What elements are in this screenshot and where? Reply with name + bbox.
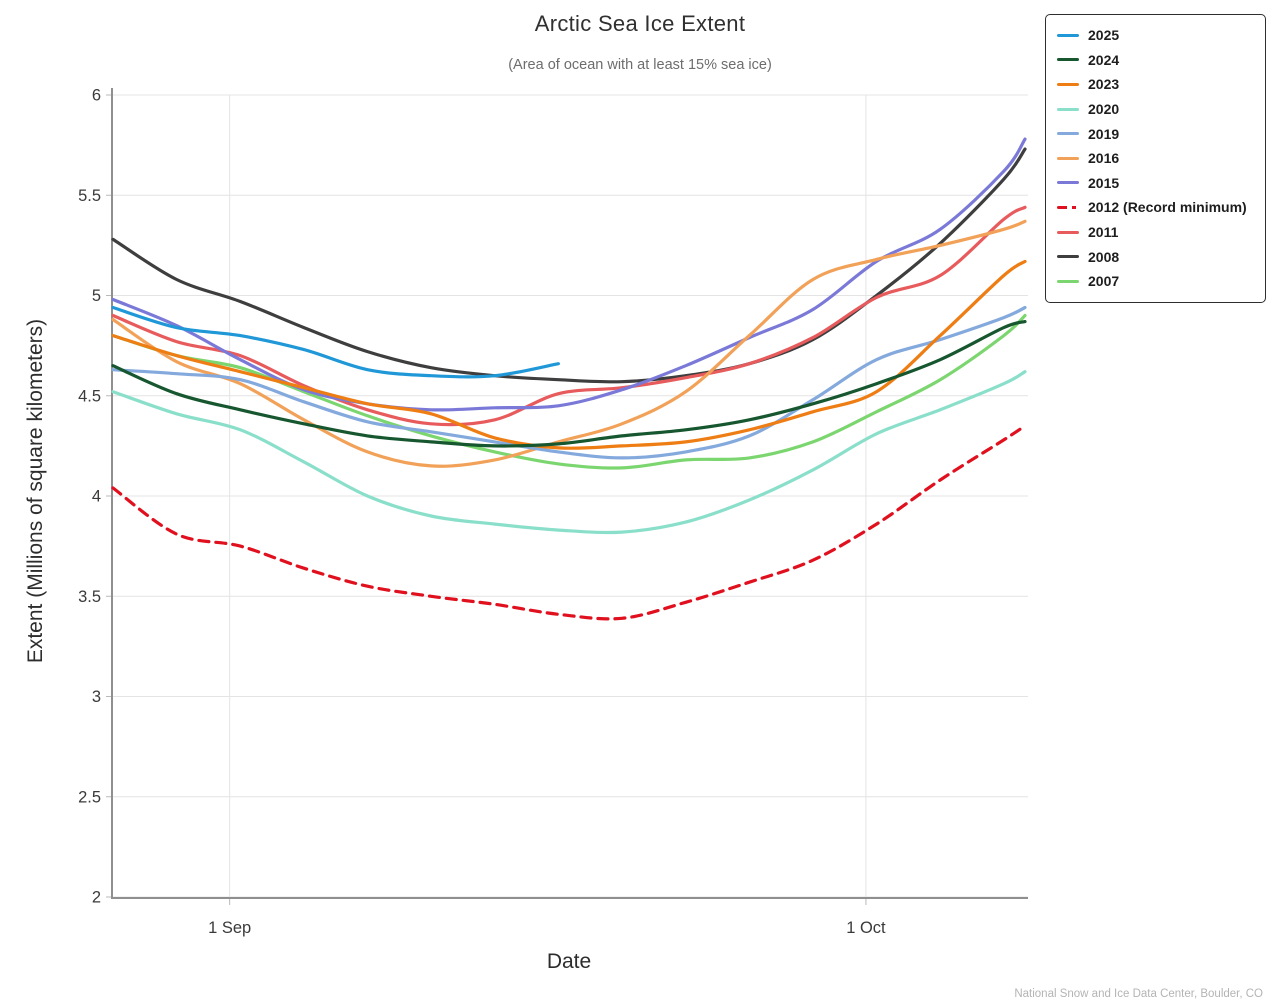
legend-item-2015[interactable]: 2015 — [1057, 171, 1265, 196]
legend-item-2012[interactable]: 2012 (Record minimum) — [1057, 195, 1265, 220]
legend-item-2008[interactable]: 2008 — [1057, 244, 1265, 269]
legend-label: 2016 — [1088, 150, 1120, 167]
series-line-2011 — [111, 205, 1027, 427]
series-line-2015 — [111, 137, 1027, 412]
y-tick-label: 2 — [92, 889, 101, 907]
legend-swatch-2012-dashed-line-icon — [1057, 205, 1079, 209]
legend-item-2020[interactable]: 2020 — [1057, 97, 1265, 122]
x-tick-label: 1 Sep — [208, 919, 251, 937]
y-axis-title: Extent (Millions of square kilometers) — [24, 318, 47, 664]
series-line-2008 — [111, 147, 1027, 384]
chart-title: Arctic Sea Ice Extent — [534, 11, 746, 36]
legend-swatch-2020-line-icon — [1057, 107, 1079, 111]
legend-label: 2023 — [1088, 76, 1120, 93]
legend-label: 2019 — [1088, 125, 1120, 142]
legend-label: 2020 — [1088, 101, 1120, 118]
legend-item-2007[interactable]: 2007 — [1057, 269, 1265, 294]
legend-label: 2007 — [1088, 273, 1120, 290]
legend-label: 2015 — [1088, 174, 1120, 191]
y-tick-label: 3.5 — [78, 588, 101, 606]
legend-label: 2025 — [1088, 27, 1120, 44]
series-line-2024 — [111, 320, 1027, 448]
legend-swatch-2016-line-icon — [1057, 156, 1079, 160]
chart-subtitle: (Area of ocean with at least 15% sea ice… — [508, 57, 772, 73]
legend-item-2019[interactable]: 2019 — [1057, 121, 1265, 146]
series-line-2025 — [111, 305, 560, 379]
x-tick-label: 1 Oct — [846, 919, 886, 937]
legend-item-2025[interactable]: 2025 — [1057, 23, 1265, 48]
legend-label: 2024 — [1088, 51, 1120, 68]
source-credit: National Snow and Ice Data Center, Bould… — [1014, 988, 1263, 1000]
legend-swatch-2015-line-icon — [1057, 181, 1079, 185]
legend-item-2024[interactable]: 2024 — [1057, 48, 1265, 73]
series-line-2012 — [111, 424, 1027, 621]
x-axis-title: Date — [546, 950, 592, 973]
legend-item-2023[interactable]: 2023 — [1057, 72, 1265, 97]
y-tick-label: 5.5 — [78, 187, 101, 205]
legend-swatch-2011-line-icon — [1057, 230, 1079, 234]
series-line-2019 — [111, 305, 1027, 460]
legend-label: 2012 (Record minimum) — [1088, 199, 1247, 216]
legend-item-2011[interactable]: 2011 — [1057, 220, 1265, 245]
legend: 2025 2024 2023 2020 2019 2016 2015 2012 (Record… — [1045, 14, 1266, 303]
legend-swatch-2019-line-icon — [1057, 132, 1079, 136]
legend-swatch-2007-line-icon — [1057, 279, 1079, 283]
legend-swatch-2025-line-icon — [1057, 33, 1079, 37]
series-line-2023 — [111, 259, 1027, 450]
y-tick-label: 3 — [92, 688, 101, 706]
legend-swatch-2024-line-icon — [1057, 58, 1079, 62]
y-tick-label: 6 — [92, 87, 101, 105]
y-tick-label: 4.5 — [78, 387, 101, 405]
legend-label: 2008 — [1088, 248, 1120, 265]
legend-swatch-2008-line-icon — [1057, 255, 1079, 259]
series-line-2016 — [111, 219, 1027, 468]
legend-swatch-2023-line-icon — [1057, 82, 1079, 86]
y-tick-label: 5 — [92, 287, 101, 305]
y-tick-label: 2.5 — [78, 788, 101, 806]
series-line-2020 — [111, 370, 1027, 535]
legend-label: 2011 — [1088, 224, 1119, 241]
legend-item-2016[interactable]: 2016 — [1057, 146, 1265, 171]
y-tick-label: 4 — [92, 488, 101, 506]
